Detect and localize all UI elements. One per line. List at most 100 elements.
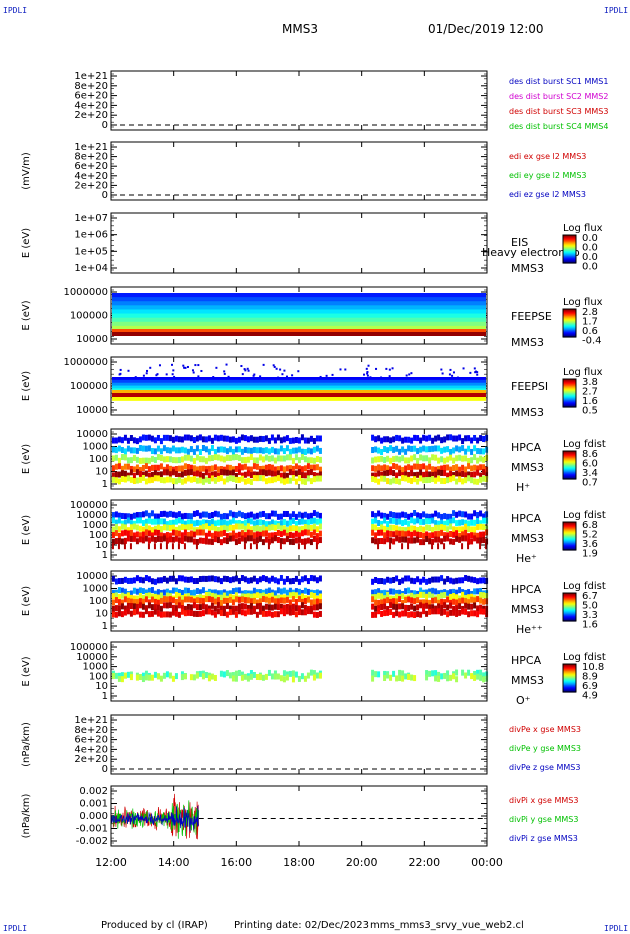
- colorbar-tick: 4.9: [582, 691, 598, 702]
- y-tick-label: 100000: [70, 381, 108, 392]
- colorbar-tick: 0.0: [582, 252, 598, 263]
- y-axis-label: (nPa/km): [21, 722, 32, 767]
- species-label: He⁺⁺: [516, 623, 543, 636]
- colorbar-tick: 1.9: [582, 549, 598, 560]
- colorbar-title: Log fdist: [563, 581, 606, 592]
- y-tick-label: 1000: [83, 442, 108, 453]
- y-tick-label: 1: [102, 479, 108, 490]
- species-label: O⁺: [516, 694, 531, 707]
- instrument-label: EIS: [511, 236, 528, 249]
- footer-script: mms_mms3_srvy_vue_web2.cl: [370, 920, 524, 931]
- colorbar: [562, 450, 577, 480]
- colorbar-tick: 0.6: [582, 326, 598, 337]
- colorbar-tick: 3.4: [582, 468, 598, 479]
- instrument-label: FEEPSI: [511, 380, 548, 393]
- colorbar: [562, 308, 577, 338]
- y-tick-label: -0.002: [76, 836, 108, 847]
- colorbar-tick: 1.6: [582, 620, 598, 631]
- instrument-label: HPCA: [511, 583, 542, 596]
- spacecraft-label: MMS3: [511, 674, 544, 687]
- plot-datetime: 01/Dec/2019 12:00: [428, 22, 544, 36]
- x-tick-label: 00:00: [471, 856, 503, 869]
- y-tick-label: 1000000: [63, 287, 108, 298]
- y-tick-label: 2e+20: [74, 110, 108, 121]
- colorbar-tick: 8.9: [582, 672, 598, 683]
- colorbar-tick: -0.4: [582, 336, 602, 347]
- footer-printing-date: Printing date: 02/Dec/2023: [234, 920, 370, 931]
- colorbar-title: Log flux: [563, 297, 603, 308]
- y-tick-label: 6e+20: [74, 91, 108, 102]
- colorbar: [562, 234, 577, 264]
- panel-feepse: 1000000 100000 10000 E (eV) FEEPSE MMS3 Log fl…: [21, 286, 603, 349]
- colorbar-tick: 6.0: [582, 459, 598, 470]
- y-tick-label: 10000: [76, 571, 108, 582]
- y-tick-label: 10000: [76, 405, 108, 416]
- y-axis-label: E (eV): [21, 656, 32, 686]
- colorbar-tick: 10.8: [582, 662, 604, 673]
- y-tick-label: 1: [102, 691, 108, 702]
- spacecraft-label: MMS3: [511, 461, 544, 474]
- y-tick-label: 1e+04: [74, 263, 108, 274]
- y-tick-label: 1e+07: [74, 213, 108, 224]
- y-tick-label: 100000: [70, 311, 108, 322]
- spacecraft-label: MMS3: [511, 336, 544, 349]
- y-tick-label: 1e+06: [74, 230, 108, 241]
- colorbar-tick: 5.2: [582, 530, 598, 541]
- y-tick-label: 10: [95, 540, 108, 551]
- legend-entry: divPi y gse MMS3: [509, 815, 578, 824]
- y-tick-label: 1e+21: [74, 71, 108, 82]
- colorbar-tick: 2.8: [582, 307, 598, 318]
- y-tick-label: 100: [89, 596, 108, 607]
- y-axis-label: E (eV): [21, 371, 32, 401]
- panel-frame: [110, 212, 488, 274]
- y-tick-label: 10000: [76, 334, 108, 345]
- y-tick-label: 8e+20: [74, 152, 108, 163]
- y-tick-label: 1000000: [63, 357, 108, 368]
- y-tick-label: 4e+20: [74, 100, 108, 111]
- y-tick-label: 4e+20: [74, 171, 108, 182]
- y-tick-label: 8e+20: [74, 81, 108, 92]
- legend-entry: des dist burst SC3 MMS3: [509, 107, 608, 116]
- spacecraft-label: MMS3: [511, 603, 544, 616]
- colorbar-tick: 0.5: [582, 406, 598, 417]
- legend-entry: des dist burst SC2 MMS2: [509, 92, 608, 101]
- instrument-label: HPCA: [511, 512, 542, 525]
- colorbar: [562, 521, 577, 551]
- x-tick-label: 16:00: [220, 856, 252, 869]
- x-tick-label: 12:00: [95, 856, 127, 869]
- y-tick-label: 0.000: [79, 811, 108, 822]
- y-tick-label: 1e+05: [74, 246, 108, 257]
- y-tick-label: 0.001: [79, 799, 108, 810]
- colorbar-title: Log flux: [563, 367, 603, 378]
- y-axis-label: E (eV): [21, 515, 32, 545]
- colorbar-tick: 3.3: [582, 610, 598, 621]
- y-tick-label: 1e+21: [74, 715, 108, 726]
- y-tick-label: 100: [89, 454, 108, 465]
- panel-eis: 1e+07 1e+06 1e+05 1e+04 E (eV) EIS MMS3 Heavy e…: [21, 212, 603, 275]
- instrument-label: FEEPSE: [511, 310, 552, 323]
- y-tick-label: 10000: [76, 510, 108, 521]
- y-tick-label: 10: [95, 609, 108, 620]
- y-axis-label: (mV/m): [21, 152, 32, 190]
- spacecraft-label: MMS3: [511, 532, 544, 545]
- colorbar: [562, 378, 577, 408]
- y-axis-label: (nPa/km): [21, 794, 32, 839]
- colorbar-tick: 6.7: [582, 591, 598, 602]
- y-tick-label: 10: [95, 467, 108, 478]
- corner-label-bottom-right: IPDLI: [604, 924, 629, 933]
- legend-entry: divPe z gse MMS3: [509, 763, 580, 772]
- species-label: He⁺: [516, 552, 537, 565]
- colorbar-tick: 1.6: [582, 396, 598, 407]
- colorbar-tick: 6.8: [582, 520, 598, 531]
- footer-produced: Produced by cl (IRAP): [101, 920, 208, 931]
- page-title: MMS3: [282, 22, 318, 36]
- overlay-label: Heavy electron to: [482, 246, 580, 259]
- colorbar-tick: 2.7: [582, 387, 598, 398]
- colorbar-tick: 3.8: [582, 377, 598, 388]
- y-tick-label: 1: [102, 621, 108, 632]
- y-tick-label: 10000: [76, 652, 108, 663]
- legend-entry: des dist burst SC1 MMS1: [509, 77, 608, 86]
